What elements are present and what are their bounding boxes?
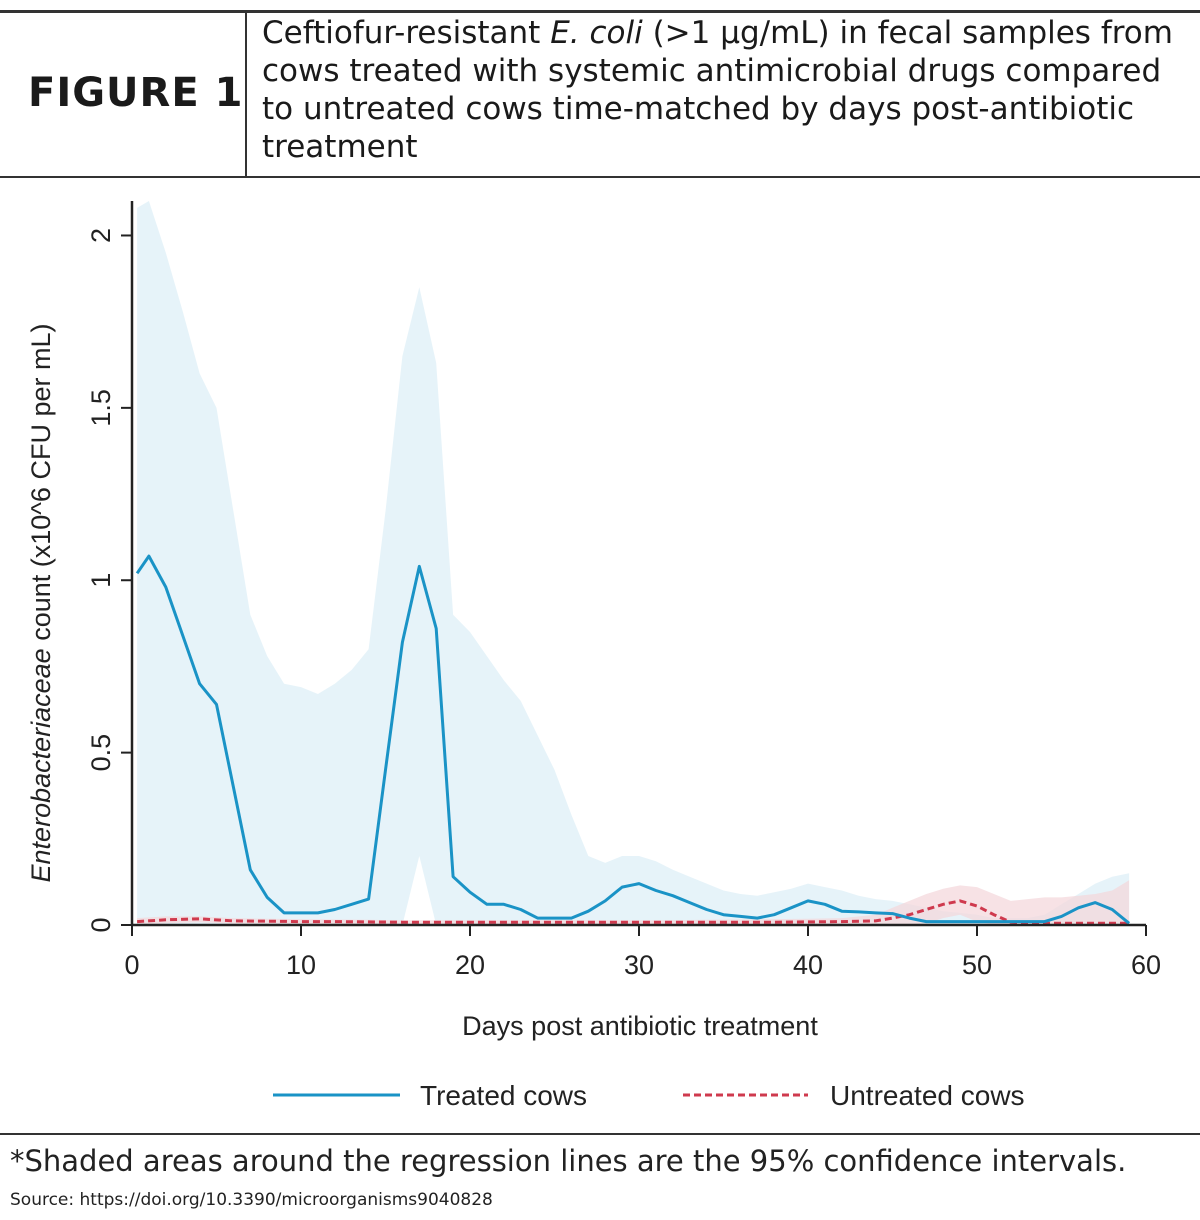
source-citation: Source: https://doi.org/10.3390/microorg… bbox=[10, 1190, 493, 1210]
y-axis-label: Enterobacteriaceae count (x10^6 CFU per … bbox=[26, 324, 56, 883]
legend-label-treated-cows: Treated cows bbox=[420, 1080, 587, 1111]
header-top-rule bbox=[0, 10, 1200, 13]
legend: Treated cows Untreated cows bbox=[273, 1080, 1025, 1111]
y-tick-label: 1 bbox=[86, 573, 116, 588]
y-axis-ticks: 0 0.5 1 1.5 2 bbox=[86, 228, 132, 933]
figure-caption: Ceftiofur-resistant E. coli (>1 µg/mL) i… bbox=[262, 14, 1182, 166]
caption-text-pre: Ceftiofur-resistant bbox=[262, 15, 551, 51]
line-chart: 0 10 20 30 40 50 60 0 0.5 1 1.5 2 Days post antibi… bbox=[26, 201, 1161, 1111]
x-tick-label: 50 bbox=[962, 950, 992, 980]
x-axis-label: Days post antibiotic treatment bbox=[462, 1011, 818, 1041]
caption-text-post: (>1 µg/mL) in fecal samples from cows tr… bbox=[262, 15, 1173, 165]
y-axis-label-rest: count (x10^6 CFU per mL) bbox=[26, 324, 56, 649]
legend-label-untreated-cows: Untreated cows bbox=[830, 1080, 1025, 1111]
x-tick-label: 10 bbox=[286, 950, 316, 980]
x-tick-label: 0 bbox=[124, 950, 139, 980]
header-divider bbox=[245, 10, 247, 178]
axes: 0 10 20 30 40 50 60 0 0.5 1 1.5 2 bbox=[86, 201, 1161, 980]
y-tick-label: 0 bbox=[86, 917, 116, 932]
x-tick-label: 30 bbox=[624, 950, 654, 980]
treated-cows-ci-band bbox=[137, 201, 1130, 925]
caption-text-italic: E. coli bbox=[550, 15, 643, 51]
series-lines bbox=[135, 554, 1131, 925]
untreated-cows-line bbox=[137, 899, 1130, 925]
footer-rule bbox=[0, 1133, 1200, 1135]
figure-header: FIGURE 1 Ceftiofur-resistant E. coli (>1… bbox=[0, 0, 1200, 178]
x-tick-label: 20 bbox=[455, 950, 485, 980]
confidence-bands bbox=[137, 201, 1130, 925]
y-tick-label: 2 bbox=[86, 228, 116, 243]
y-axis-label-italic: Enterobacteriaceae bbox=[26, 648, 56, 882]
x-tick-label: 40 bbox=[793, 950, 823, 980]
y-tick-label: 1.5 bbox=[86, 389, 116, 427]
y-tick-label: 0.5 bbox=[86, 734, 116, 772]
footnote: *Shaded areas around the regression line… bbox=[10, 1144, 1127, 1178]
header-bottom-rule bbox=[0, 176, 1200, 178]
figure-label: FIGURE 1 bbox=[28, 70, 244, 116]
x-axis-ticks: 0 10 20 30 40 50 60 bbox=[124, 925, 1161, 980]
x-tick-label: 60 bbox=[1131, 950, 1161, 980]
treated-cows-line bbox=[135, 554, 1131, 925]
